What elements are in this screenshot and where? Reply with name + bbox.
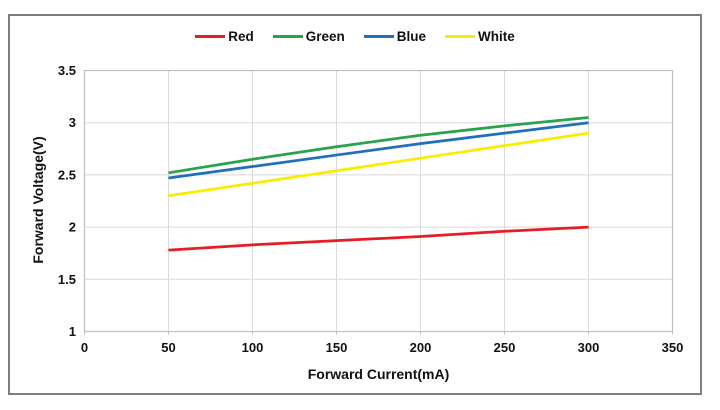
legend-item-blue: Blue (363, 29, 427, 44)
x-tick-label: 150 (326, 340, 348, 355)
series-line-green (168, 116, 589, 175)
legend-label: Blue (396, 29, 427, 44)
y-tick-label: 1.5 (58, 272, 76, 287)
legend-label: White (478, 29, 515, 44)
legend-swatch-red (195, 35, 226, 39)
y-tick-label: 2.5 (58, 167, 76, 182)
legend-label: Green (305, 29, 345, 44)
series-line-red (168, 225, 589, 252)
y-axis-title: Forward Voltage(V) (30, 136, 46, 264)
x-tick-label: 350 (662, 340, 684, 355)
y-tick-label: 2 (69, 220, 76, 235)
legend-item-green: Green (272, 29, 345, 44)
legend-item-red: Red (195, 30, 254, 44)
series-line-blue (168, 121, 589, 180)
legend-label: Red (228, 29, 254, 44)
x-axis-title: Forward Current(mA) (307, 366, 450, 382)
legend: Red Green Blue White (8, 30, 702, 44)
legend-item-white: White (445, 30, 515, 44)
y-tick-label: 1 (69, 324, 76, 339)
legend-swatch-white (445, 35, 476, 39)
x-tick-label: 100 (242, 340, 264, 355)
legend-swatch-green (272, 35, 303, 39)
x-tick-label: 300 (578, 340, 600, 355)
plot-border (83, 69, 674, 333)
x-tick-label: 200 (410, 340, 432, 355)
x-tick-label: 0 (81, 340, 88, 355)
x-tick-label: 50 (161, 340, 175, 355)
y-tick-label: 3.5 (58, 63, 76, 78)
x-tick-label: 250 (494, 340, 516, 355)
series-line-white (168, 131, 589, 198)
legend-swatch-blue (363, 35, 394, 39)
y-tick-label: 3 (69, 115, 76, 130)
